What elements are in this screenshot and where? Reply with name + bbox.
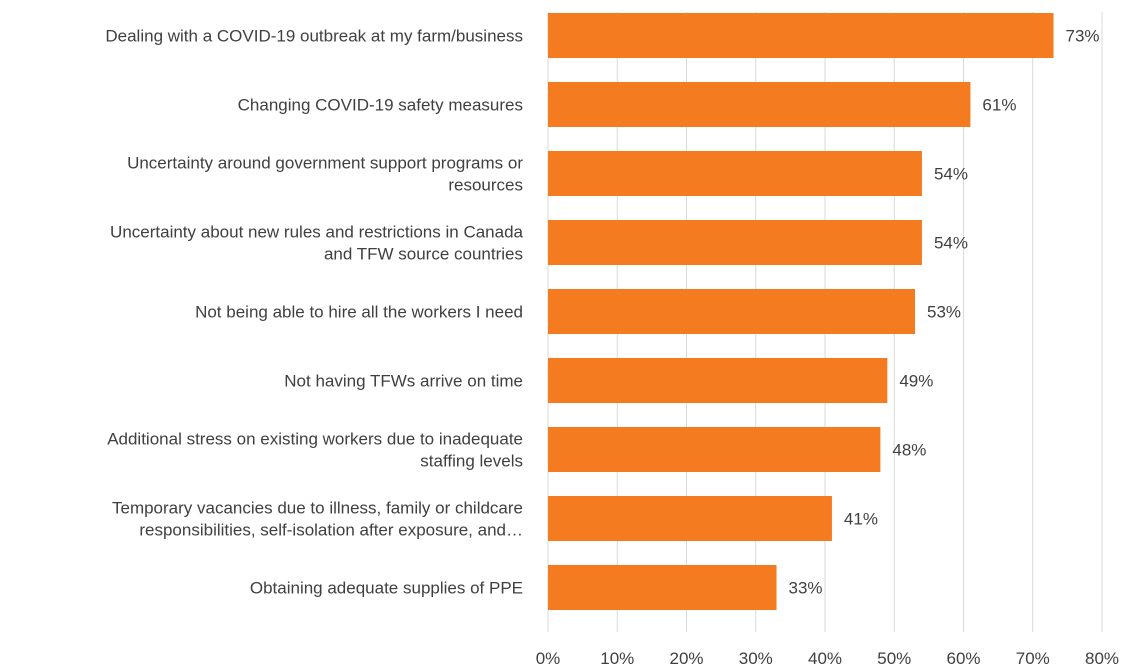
x-tick-label: 20%	[669, 649, 703, 666]
x-tick-label: 70%	[1016, 649, 1050, 666]
x-tick-label: 0%	[536, 649, 561, 666]
value-label: 54%	[934, 165, 968, 184]
value-label: 48%	[892, 441, 926, 460]
x-tick-label: 10%	[600, 649, 634, 666]
category-label: Uncertainty about new rules and restrict…	[110, 223, 523, 264]
category-label-line: responsibilities, self-isolation after e…	[139, 521, 523, 540]
x-axis-ticks: 0% 10% 20% 30% 40% 50% 60% 70% 80%	[536, 649, 1119, 666]
bar	[548, 496, 832, 541]
value-label: 49%	[899, 372, 933, 391]
category-label-line: Temporary vacancies due to illness, fami…	[112, 499, 523, 518]
category-label-line: Obtaining adequate supplies of PPE	[250, 579, 523, 598]
category-label: Not being able to hire all the workers I…	[195, 303, 523, 322]
category-label-line: Dealing with a COVID-19 outbreak at my f…	[105, 27, 523, 46]
category-label-line: Additional stress on existing workers du…	[107, 430, 523, 449]
category-labels: Dealing with a COVID-19 outbreak at my f…	[105, 27, 523, 598]
category-label-line: resources	[448, 176, 523, 195]
bar	[548, 289, 915, 334]
x-tick-label: 30%	[739, 649, 773, 666]
category-label: Not having TFWs arrive on time	[284, 372, 523, 391]
category-label-line: Uncertainty around government support pr…	[127, 154, 523, 173]
bar	[548, 13, 1054, 58]
value-label: 54%	[934, 234, 968, 253]
x-tick-label: 40%	[808, 649, 842, 666]
value-label: 61%	[982, 96, 1016, 115]
category-label-line: Uncertainty about new rules and restrict…	[110, 223, 523, 242]
x-tick-label: 50%	[877, 649, 911, 666]
category-label-line: and TFW source countries	[324, 245, 523, 264]
bar	[548, 151, 922, 196]
bar	[548, 565, 777, 610]
value-label: 41%	[844, 510, 878, 529]
value-label: 73%	[1066, 27, 1100, 46]
category-label: Dealing with a COVID-19 outbreak at my f…	[105, 27, 523, 46]
bar	[548, 220, 922, 265]
value-label: 53%	[927, 303, 961, 322]
x-tick-label: 80%	[1085, 649, 1119, 666]
bars	[548, 13, 1054, 610]
bar	[548, 427, 880, 472]
category-label-line: Not having TFWs arrive on time	[284, 372, 523, 391]
category-label: Obtaining adequate supplies of PPE	[250, 579, 523, 598]
value-label: 33%	[789, 579, 823, 598]
category-label: Uncertainty around government support pr…	[127, 154, 523, 195]
bar	[548, 82, 970, 127]
category-label-line: Not being able to hire all the workers I…	[195, 303, 523, 322]
category-label-line: Changing COVID-19 safety measures	[238, 96, 523, 115]
category-label: Additional stress on existing workers du…	[107, 430, 523, 471]
x-tick-label: 60%	[946, 649, 980, 666]
category-label: Changing COVID-19 safety measures	[238, 96, 523, 115]
bar	[548, 358, 887, 403]
category-label: Temporary vacancies due to illness, fami…	[112, 499, 523, 540]
category-label-line: staffing levels	[420, 452, 523, 471]
